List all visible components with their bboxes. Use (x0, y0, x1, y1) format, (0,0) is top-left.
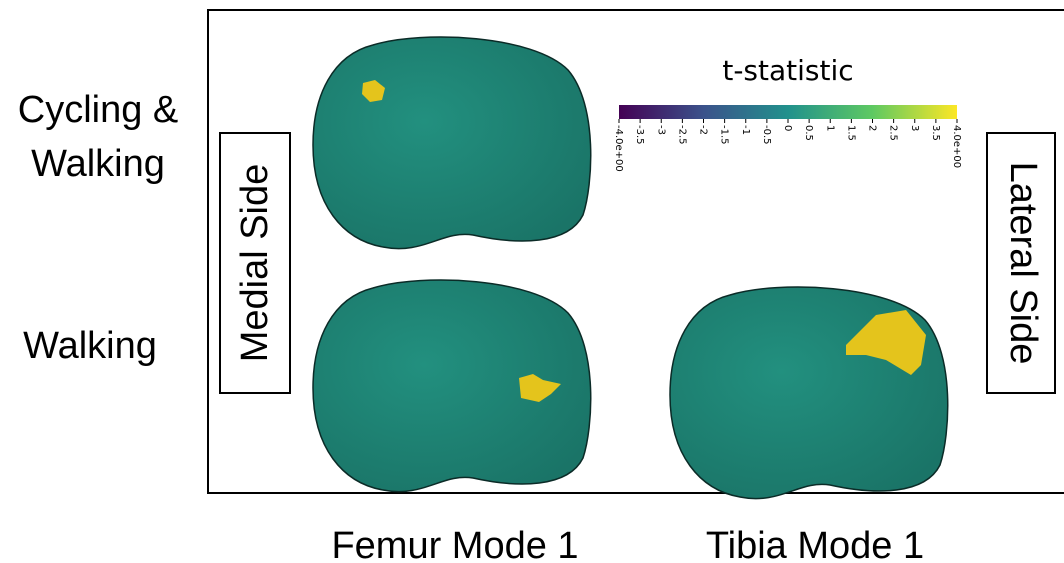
row-label: Cycling & (18, 89, 179, 131)
colorbar-title: t-statistic (722, 54, 853, 87)
colorbar-tick-label: -3 (655, 125, 666, 135)
colorbar-tick-label: 2.5 (888, 125, 899, 141)
figure: Cycling & Walking Walking Medial Side La… (0, 0, 1064, 563)
colorbar-tick-label: -2 (698, 125, 709, 135)
colorbar-tick-label: 1 (824, 125, 835, 131)
colorbar-tick-label: -0.5 (761, 125, 772, 145)
colorbar-tick-label: 1.5 (845, 125, 856, 141)
row-label: Walking (31, 143, 165, 185)
colorbar-ticks: -4.0e+00 -3.5 -3 -2.5 -2 -1.5 -1 -0.5 0 0.5 1 1.5 2 2… (613, 119, 962, 172)
colorbar-tick-label: 0 (782, 125, 793, 131)
colorbar-tick-label: -4.0e+00 (613, 125, 624, 172)
colorbar (619, 105, 957, 119)
side-label: Medial Side (234, 164, 276, 363)
tibia-bottom (670, 287, 948, 499)
colorbar-tick-label: -1 (740, 125, 751, 135)
femur-top (313, 37, 591, 249)
row-label: Walking (23, 325, 157, 367)
colorbar-tick-label: 2 (867, 125, 878, 131)
colorbar-tick-label: 3 (909, 125, 920, 131)
side-label: Lateral Side (1002, 162, 1044, 365)
femur-bottom (313, 280, 591, 492)
colorbar-tick-label: 4.0e+00 (951, 125, 962, 168)
colorbar-tick-label: -1.5 (719, 125, 730, 145)
colorbar-tick-label: -3.5 (634, 125, 645, 145)
column-label: Tibia Mode 1 (706, 525, 924, 563)
column-label: Femur Mode 1 (331, 525, 578, 563)
colorbar-tick-label: -2.5 (676, 125, 687, 145)
colorbar-tick-label: 0.5 (803, 125, 814, 141)
colorbar-tick-label: 3.5 (930, 125, 941, 141)
